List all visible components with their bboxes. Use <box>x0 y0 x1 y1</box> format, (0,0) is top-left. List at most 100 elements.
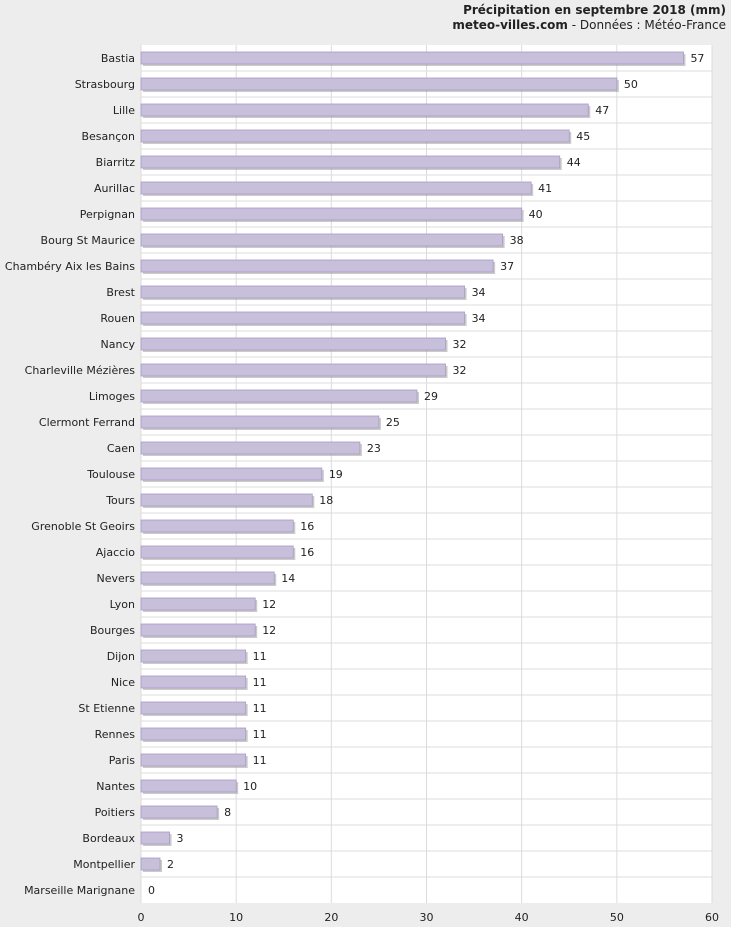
bar <box>140 415 380 429</box>
source-site: meteo-villes.com <box>452 18 568 32</box>
value-label: 19 <box>329 468 343 481</box>
value-label: 29 <box>424 390 438 403</box>
category-label: Lyon <box>110 598 135 611</box>
bar <box>140 337 446 351</box>
value-label: 41 <box>538 182 552 195</box>
value-label: 11 <box>253 702 267 715</box>
category-label: Bastia <box>101 52 135 65</box>
value-label: 23 <box>367 442 381 455</box>
category-label: Brest <box>106 286 135 299</box>
bar <box>140 285 465 299</box>
value-label: 18 <box>319 494 333 507</box>
value-label: 0 <box>148 884 155 897</box>
category-label: Toulouse <box>86 468 135 481</box>
value-label: 11 <box>253 754 267 767</box>
bar <box>140 467 323 481</box>
category-label: Rennes <box>95 728 136 741</box>
category-label: Besançon <box>81 130 135 143</box>
bar <box>140 181 532 195</box>
value-label: 34 <box>472 286 486 299</box>
category-label: Montpellier <box>73 858 135 871</box>
bar <box>140 51 684 65</box>
category-label: Bordeaux <box>82 832 135 845</box>
value-label: 11 <box>253 728 267 741</box>
chart-header: Précipitation en septembre 2018 (mm) met… <box>452 3 726 33</box>
value-label: 25 <box>386 416 400 429</box>
category-label: Nice <box>111 676 135 689</box>
category-label: Bourges <box>90 624 135 637</box>
x-tick-label: 0 <box>138 911 145 924</box>
category-label: Strasbourg <box>75 78 135 91</box>
category-label: Dijon <box>107 650 135 663</box>
bar <box>140 155 561 169</box>
bar <box>140 363 446 377</box>
bar <box>140 233 504 247</box>
bar <box>140 675 247 689</box>
value-label: 3 <box>177 832 184 845</box>
value-label: 8 <box>224 806 231 819</box>
value-label: 44 <box>567 156 581 169</box>
x-tick-label: 20 <box>324 911 338 924</box>
value-label: 16 <box>300 546 314 559</box>
value-label: 37 <box>500 260 514 273</box>
value-label: 11 <box>253 676 267 689</box>
value-label: 14 <box>281 572 295 585</box>
bar <box>140 545 294 559</box>
bar <box>140 831 170 845</box>
chart-subtitle: meteo-villes.com - Données : Météo-Franc… <box>452 18 726 33</box>
value-label: 32 <box>453 338 467 351</box>
bar <box>140 805 218 819</box>
x-tick-label: 10 <box>229 911 243 924</box>
bar <box>140 207 523 221</box>
value-label: 12 <box>262 624 276 637</box>
bar <box>140 779 237 793</box>
category-label: Limoges <box>89 390 135 403</box>
value-label: 2 <box>167 858 174 871</box>
value-label: 40 <box>529 208 543 221</box>
category-label: Caen <box>107 442 135 455</box>
category-label: Perpignan <box>80 208 135 221</box>
bar <box>140 649 247 663</box>
bar <box>140 571 275 585</box>
x-tick-label: 30 <box>420 911 434 924</box>
category-label: St Etienne <box>78 702 135 715</box>
category-label: Biarritz <box>96 156 136 169</box>
value-label: 10 <box>243 780 257 793</box>
category-label: Grenoble St Geoirs <box>31 520 135 533</box>
value-label: 38 <box>510 234 524 247</box>
value-label: 32 <box>453 364 467 377</box>
category-label: Nancy <box>101 338 136 351</box>
bar <box>140 597 256 611</box>
bar <box>140 857 161 871</box>
bar <box>140 623 256 637</box>
category-label: Aurillac <box>94 182 135 195</box>
bar <box>140 311 465 325</box>
category-label: Lille <box>113 104 135 117</box>
x-tick-label: 50 <box>610 911 624 924</box>
value-label: 12 <box>262 598 276 611</box>
category-label: Chambéry Aix les Bains <box>5 260 135 273</box>
category-label: Clermont Ferrand <box>39 416 135 429</box>
chart-title: Précipitation en septembre 2018 (mm) <box>463 3 726 17</box>
category-label: Poitiers <box>95 806 136 819</box>
value-label: 57 <box>690 52 704 65</box>
bar <box>140 519 294 533</box>
category-label: Marseille Marignane <box>24 884 135 897</box>
value-label: 50 <box>624 78 638 91</box>
value-label: 11 <box>253 650 267 663</box>
category-label: Tours <box>105 494 135 507</box>
category-label: Ajaccio <box>96 546 135 559</box>
bar <box>140 441 361 455</box>
bar <box>140 753 247 767</box>
category-label: Paris <box>109 754 135 767</box>
bar <box>140 129 570 143</box>
x-tick-label: 40 <box>515 911 529 924</box>
value-label: 34 <box>472 312 486 325</box>
value-label: 47 <box>595 104 609 117</box>
bar <box>140 259 494 273</box>
bar <box>140 389 418 403</box>
value-label: 16 <box>300 520 314 533</box>
x-tick-label: 60 <box>705 911 719 924</box>
category-label: Charleville Mézières <box>25 364 136 377</box>
